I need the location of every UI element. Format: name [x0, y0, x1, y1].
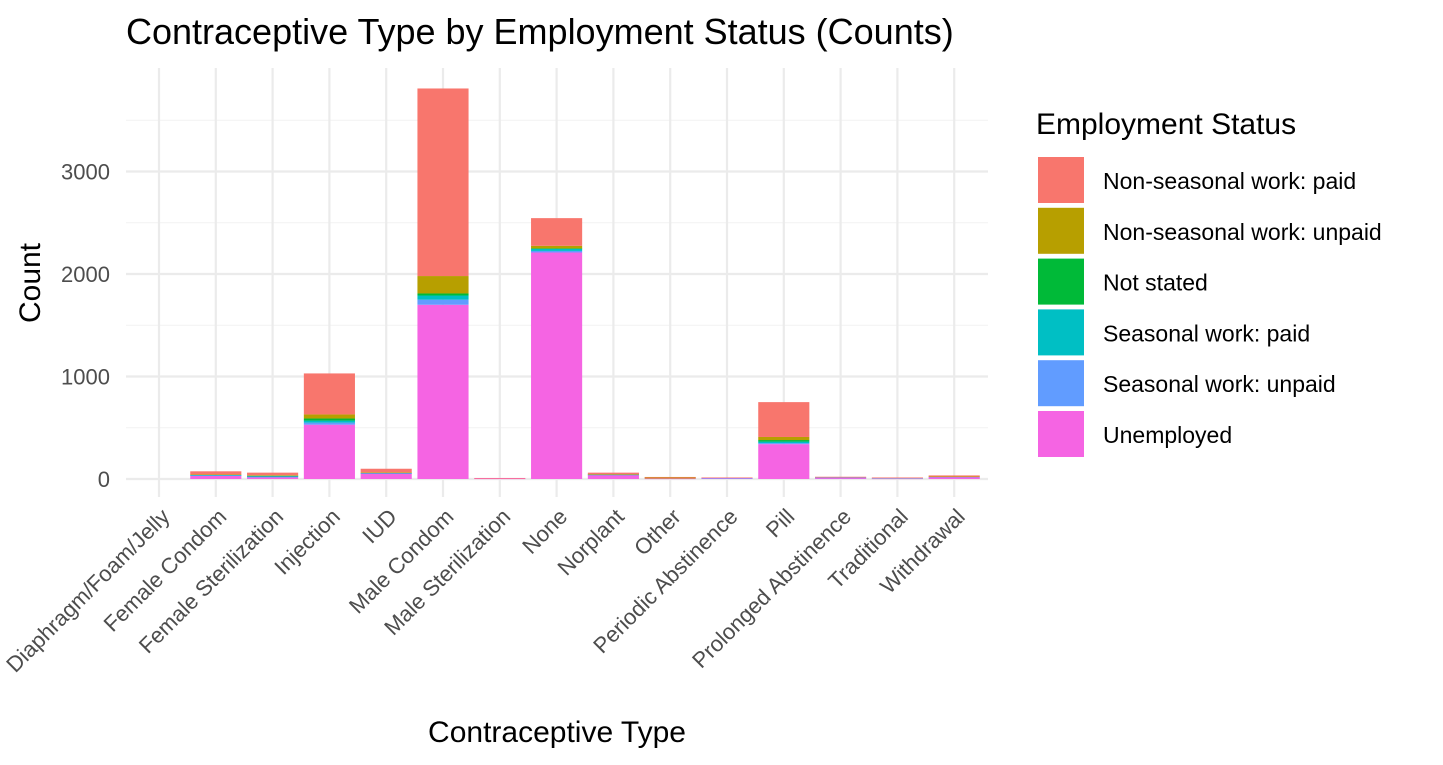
bar-segment — [815, 477, 867, 479]
bar-segment — [247, 472, 299, 476]
legend-swatch — [1038, 207, 1084, 254]
bar-segment — [758, 441, 810, 444]
bar-segment — [531, 248, 583, 249]
bars — [190, 88, 980, 480]
bar-segment — [531, 248, 583, 251]
legend-swatch — [1038, 309, 1084, 356]
bar-segment — [644, 476, 696, 478]
y-axis-title: Count — [14, 242, 47, 323]
legend-swatch — [1038, 360, 1084, 407]
x-tick-label: IUD — [357, 504, 401, 548]
x-axis-title: Contraceptive Type — [428, 716, 686, 749]
bar-segment — [531, 245, 583, 249]
bar-segment — [417, 304, 469, 479]
bar-segment — [247, 475, 299, 477]
bar-segment — [247, 477, 299, 479]
bar-segment — [190, 471, 242, 475]
bar-segment — [303, 424, 355, 479]
y-tick-label: 0 — [98, 467, 110, 492]
bar-segment — [531, 250, 583, 253]
y-tick-label: 1000 — [61, 365, 110, 390]
bar-segment — [360, 472, 412, 474]
bar-segment — [531, 218, 583, 246]
bar-segment — [417, 293, 469, 296]
bar-segment — [701, 477, 753, 479]
bar-segment — [360, 473, 412, 479]
bar-segment — [190, 474, 242, 476]
bar-segment — [247, 475, 299, 476]
bar-segment — [303, 418, 355, 421]
bar-segment — [758, 436, 810, 441]
bar-segment — [531, 252, 583, 479]
bar-segment — [928, 476, 980, 478]
bar-segment — [360, 468, 412, 473]
bar-segment — [587, 474, 639, 475]
legend-swatch — [1038, 157, 1084, 203]
bar-segment — [587, 474, 639, 479]
bar-segment — [701, 478, 753, 479]
legend: Employment Status Non-seasonal work: pai… — [1036, 108, 1382, 458]
legend-label: Seasonal work: unpaid — [1103, 371, 1336, 397]
bar-segment — [871, 478, 923, 479]
bar-segment — [928, 476, 980, 478]
bar-segment — [474, 477, 526, 479]
x-tick-label: Pill — [761, 504, 799, 542]
bar-segment — [928, 475, 980, 477]
bar-segment — [417, 88, 469, 277]
y-axis-tick-labels: 0 1000 2000 3000 — [61, 160, 110, 493]
bar-segment — [417, 276, 469, 294]
legend-label: Seasonal work: paid — [1103, 320, 1310, 346]
legend-label: Non-seasonal work: unpaid — [1103, 219, 1382, 245]
bar-segment — [303, 420, 355, 423]
legend-swatch — [1038, 411, 1084, 457]
bar-segment — [587, 472, 639, 475]
legend-title: Employment Status — [1036, 108, 1296, 141]
bar-segment — [758, 443, 810, 445]
bar-segment — [474, 478, 526, 480]
legend-swatch — [1038, 258, 1084, 305]
bar-segment — [815, 476, 867, 478]
bar-segment — [417, 299, 469, 305]
bar-segment — [303, 422, 355, 425]
bar-segment — [758, 444, 810, 479]
chart-title: Contraceptive Type by Employment Status … — [126, 11, 954, 52]
bar-segment — [303, 414, 355, 419]
bar-segment — [644, 477, 696, 479]
bar-segment — [417, 295, 469, 300]
bar-segment — [190, 475, 242, 476]
legend-label: Not stated — [1103, 270, 1208, 296]
bar-segment — [644, 478, 696, 480]
bar-segment — [871, 477, 923, 479]
legend-label: Unemployed — [1103, 422, 1232, 448]
bar-segment — [303, 373, 355, 415]
bar-segment — [758, 402, 810, 437]
y-tick-label: 2000 — [61, 262, 110, 287]
bar-segment — [587, 474, 639, 476]
bar-segment — [701, 477, 753, 479]
bar-segment — [360, 472, 412, 473]
bar-segment — [815, 477, 867, 479]
bar-segment — [928, 476, 980, 479]
bar-segment — [190, 475, 242, 479]
bar-segment — [758, 440, 810, 442]
bar-segment — [247, 476, 299, 478]
legend-label: Non-seasonal work: paid — [1103, 168, 1356, 194]
y-tick-label: 3000 — [61, 160, 110, 185]
bar-segment — [190, 474, 242, 475]
